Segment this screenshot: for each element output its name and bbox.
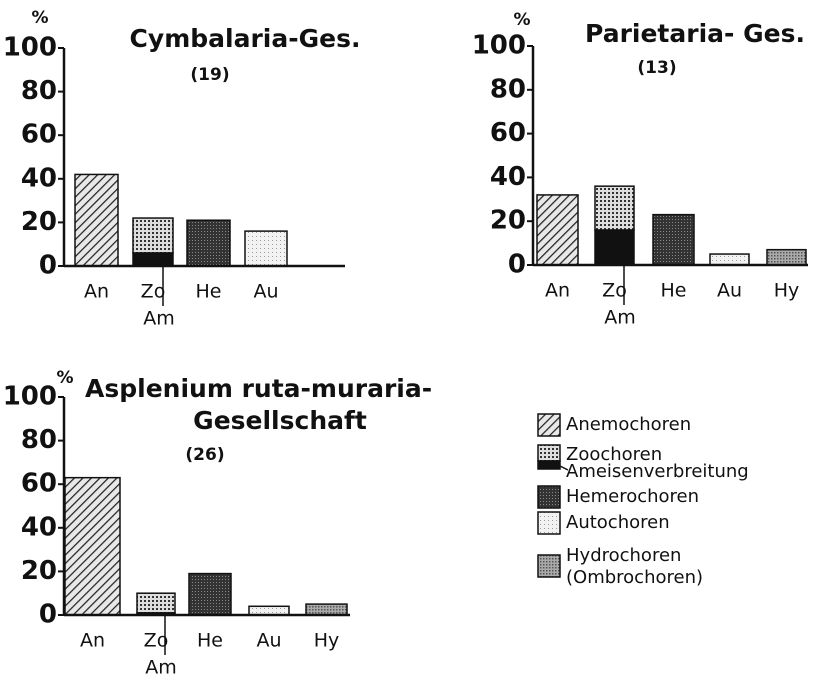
legend-label: Autochoren xyxy=(566,512,670,533)
bar xyxy=(244,230,288,267)
y-tick-label: 60 xyxy=(21,120,57,150)
x-tick-label: Au xyxy=(717,280,742,302)
y-tick-label: 40 xyxy=(21,512,57,542)
y-tick-label: 20 xyxy=(21,556,57,586)
legend-swatch xyxy=(537,413,561,437)
x-tick-label: Hy xyxy=(314,630,340,652)
bar xyxy=(132,217,174,254)
chart-title: Gesellschaft xyxy=(193,406,367,435)
legend-label: Hemerochoren xyxy=(566,486,699,507)
legend-swatch xyxy=(537,460,561,470)
x-tick-label: Zo xyxy=(602,280,627,302)
legend-label: Anemochoren xyxy=(566,414,691,435)
bar xyxy=(74,173,119,267)
stack-label: Am xyxy=(143,308,175,330)
bar xyxy=(709,253,750,266)
legend-swatch xyxy=(537,485,561,509)
bar xyxy=(136,592,176,614)
x-tick-label: Au xyxy=(256,630,281,652)
bar xyxy=(186,219,231,267)
y-tick-label: 80 xyxy=(21,425,57,455)
bar xyxy=(652,213,695,266)
y-tick-label: 40 xyxy=(21,163,57,193)
x-tick-label: Hy xyxy=(774,280,800,302)
bar xyxy=(594,185,635,231)
chart-title: Cymbalaria-Ges. xyxy=(130,24,361,53)
chart-subtitle: (13) xyxy=(637,58,676,78)
y-tick-label: 20 xyxy=(21,207,57,237)
x-tick-label: He xyxy=(661,280,687,302)
y-tick-label: 40 xyxy=(490,162,526,192)
y-tick-label: 60 xyxy=(21,469,57,499)
x-tick-label: An xyxy=(80,630,105,652)
y-axis-label: % xyxy=(513,10,530,30)
x-tick-label: An xyxy=(84,281,109,303)
y-tick-label: 80 xyxy=(490,74,526,104)
legend-swatch xyxy=(537,511,561,535)
bar xyxy=(305,603,348,616)
y-tick-label: 0 xyxy=(39,600,57,630)
legend-swatch xyxy=(537,554,561,578)
legend-label: Hydrochoren xyxy=(566,545,681,566)
bar xyxy=(536,194,579,266)
chart-title: Parietaria- Ges. xyxy=(585,19,805,48)
bar xyxy=(766,248,807,266)
y-tick-label: 0 xyxy=(508,250,526,280)
bar xyxy=(248,605,290,616)
legend-label: Zoochoren xyxy=(566,444,662,465)
x-tick-label: Au xyxy=(253,281,278,303)
legend-swatch xyxy=(537,444,561,462)
x-tick-label: An xyxy=(545,280,570,302)
stack-label: Am xyxy=(145,657,177,674)
x-tick-label: Zo xyxy=(144,630,169,652)
y-axis-label: % xyxy=(56,368,73,388)
bar-segment xyxy=(594,229,635,266)
y-tick-label: 60 xyxy=(490,118,526,148)
bar xyxy=(64,476,121,616)
legend-label: Ameisenverbreitung xyxy=(566,461,749,482)
y-tick-label: 100 xyxy=(472,31,526,61)
y-tick-label: 80 xyxy=(21,76,57,106)
legend-pointer xyxy=(559,465,569,471)
x-tick-label: He xyxy=(197,630,223,652)
legend-note: (Ombrochoren) xyxy=(566,567,703,588)
x-tick-label: Zo xyxy=(141,281,166,303)
chart-subtitle: (19) xyxy=(190,65,229,85)
y-tick-label: 100 xyxy=(3,33,57,63)
chart-title: Asplenium ruta-muraria- xyxy=(85,374,432,403)
bar-segment xyxy=(132,252,174,267)
y-axis-label: % xyxy=(31,8,48,28)
y-tick-label: 100 xyxy=(3,382,57,412)
x-tick-label: He xyxy=(196,281,222,303)
bar xyxy=(188,572,232,616)
y-tick-label: 20 xyxy=(490,206,526,236)
chart-subtitle: (26) xyxy=(185,445,224,465)
y-tick-label: 0 xyxy=(39,251,57,281)
stack-label: Am xyxy=(604,307,636,329)
